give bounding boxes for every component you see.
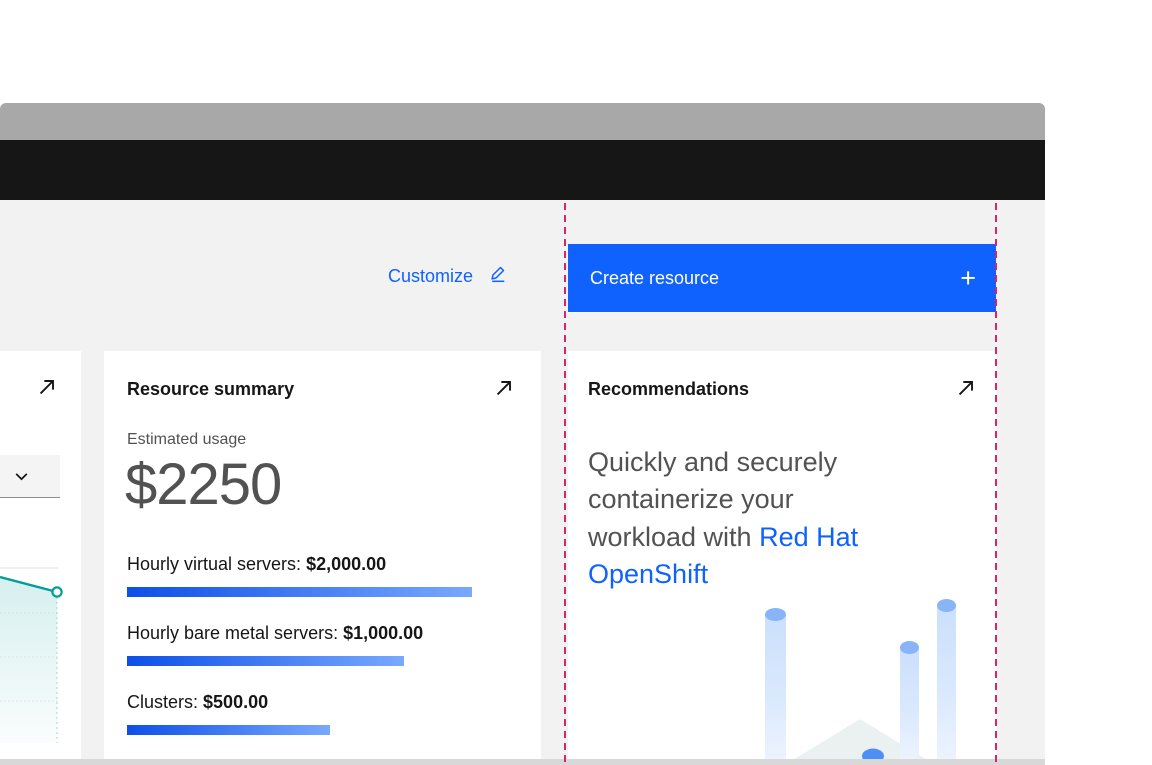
resource-summary-card: Resource summary Estimated usage $2250 H… <box>104 351 541 765</box>
annotation-guide-right <box>995 203 997 765</box>
launch-icon[interactable] <box>37 377 57 397</box>
resource-summary-title: Resource summary <box>127 379 295 399</box>
chart-period-dropdown[interactable] <box>0 455 60 498</box>
metric-name: Clusters: <box>127 692 199 712</box>
app-header <box>0 140 1045 321</box>
launch-icon[interactable] <box>494 378 514 398</box>
recommendation-text: Quickly and securely containerize your w… <box>588 444 900 594</box>
bar-cylinder-icon <box>937 599 956 759</box>
launch-icon[interactable] <box>956 378 976 398</box>
recommendation-body: Quickly and securely containerize your w… <box>588 447 838 552</box>
metric-progress-bar <box>127 587 472 597</box>
viewport-bottom-edge <box>0 759 1045 765</box>
red-hat-openshift-link[interactable]: Red Hat OpenShift <box>588 521 859 590</box>
add-plus-icon: + <box>960 262 976 293</box>
metric-value: $1,000.00 <box>343 623 424 643</box>
metric-progress-bar <box>127 725 330 735</box>
customize-label: Customize <box>388 266 474 286</box>
metric-value: $2,000.00 <box>306 554 387 574</box>
metric-label: Hourly virtual servers: $2,000.00 <box>127 554 386 575</box>
usage-sparkline-chart <box>0 567 63 743</box>
annotation-guide-left <box>564 203 566 765</box>
chevron-down-icon <box>15 473 28 481</box>
recommendations-title: Recommendations <box>588 379 750 399</box>
create-resource-label: Create resource <box>590 267 720 288</box>
customize-button[interactable]: Customize <box>388 264 508 289</box>
edit-pencil-icon <box>488 264 508 289</box>
bar-cylinder-icon <box>900 641 919 759</box>
metric-label: Clusters: $500.00 <box>127 692 268 713</box>
window-chrome-bar <box>0 103 1045 140</box>
metric-progress-bar <box>127 656 404 666</box>
chart-end-point <box>51 586 63 598</box>
metric-name: Hourly bare metal servers: <box>127 623 339 643</box>
estimated-usage-label: Estimated usage <box>127 431 247 448</box>
metric-name: Hourly virtual servers: <box>127 554 302 574</box>
clipped-chart-card <box>0 351 81 765</box>
estimated-usage-value: $2250 <box>125 452 282 517</box>
bar-cylinder-icon <box>765 608 786 759</box>
metric-label: Hourly bare metal servers: $1,000.00 <box>127 623 423 644</box>
metric-value: $500.00 <box>203 692 269 712</box>
spacing-dotted-line <box>568 312 996 313</box>
create-resource-button[interactable]: Create resource + <box>568 244 996 312</box>
recommendations-card: Recommendations Quickly and securely con… <box>568 351 996 765</box>
content-area: Customize Create resource + <box>0 200 1045 765</box>
